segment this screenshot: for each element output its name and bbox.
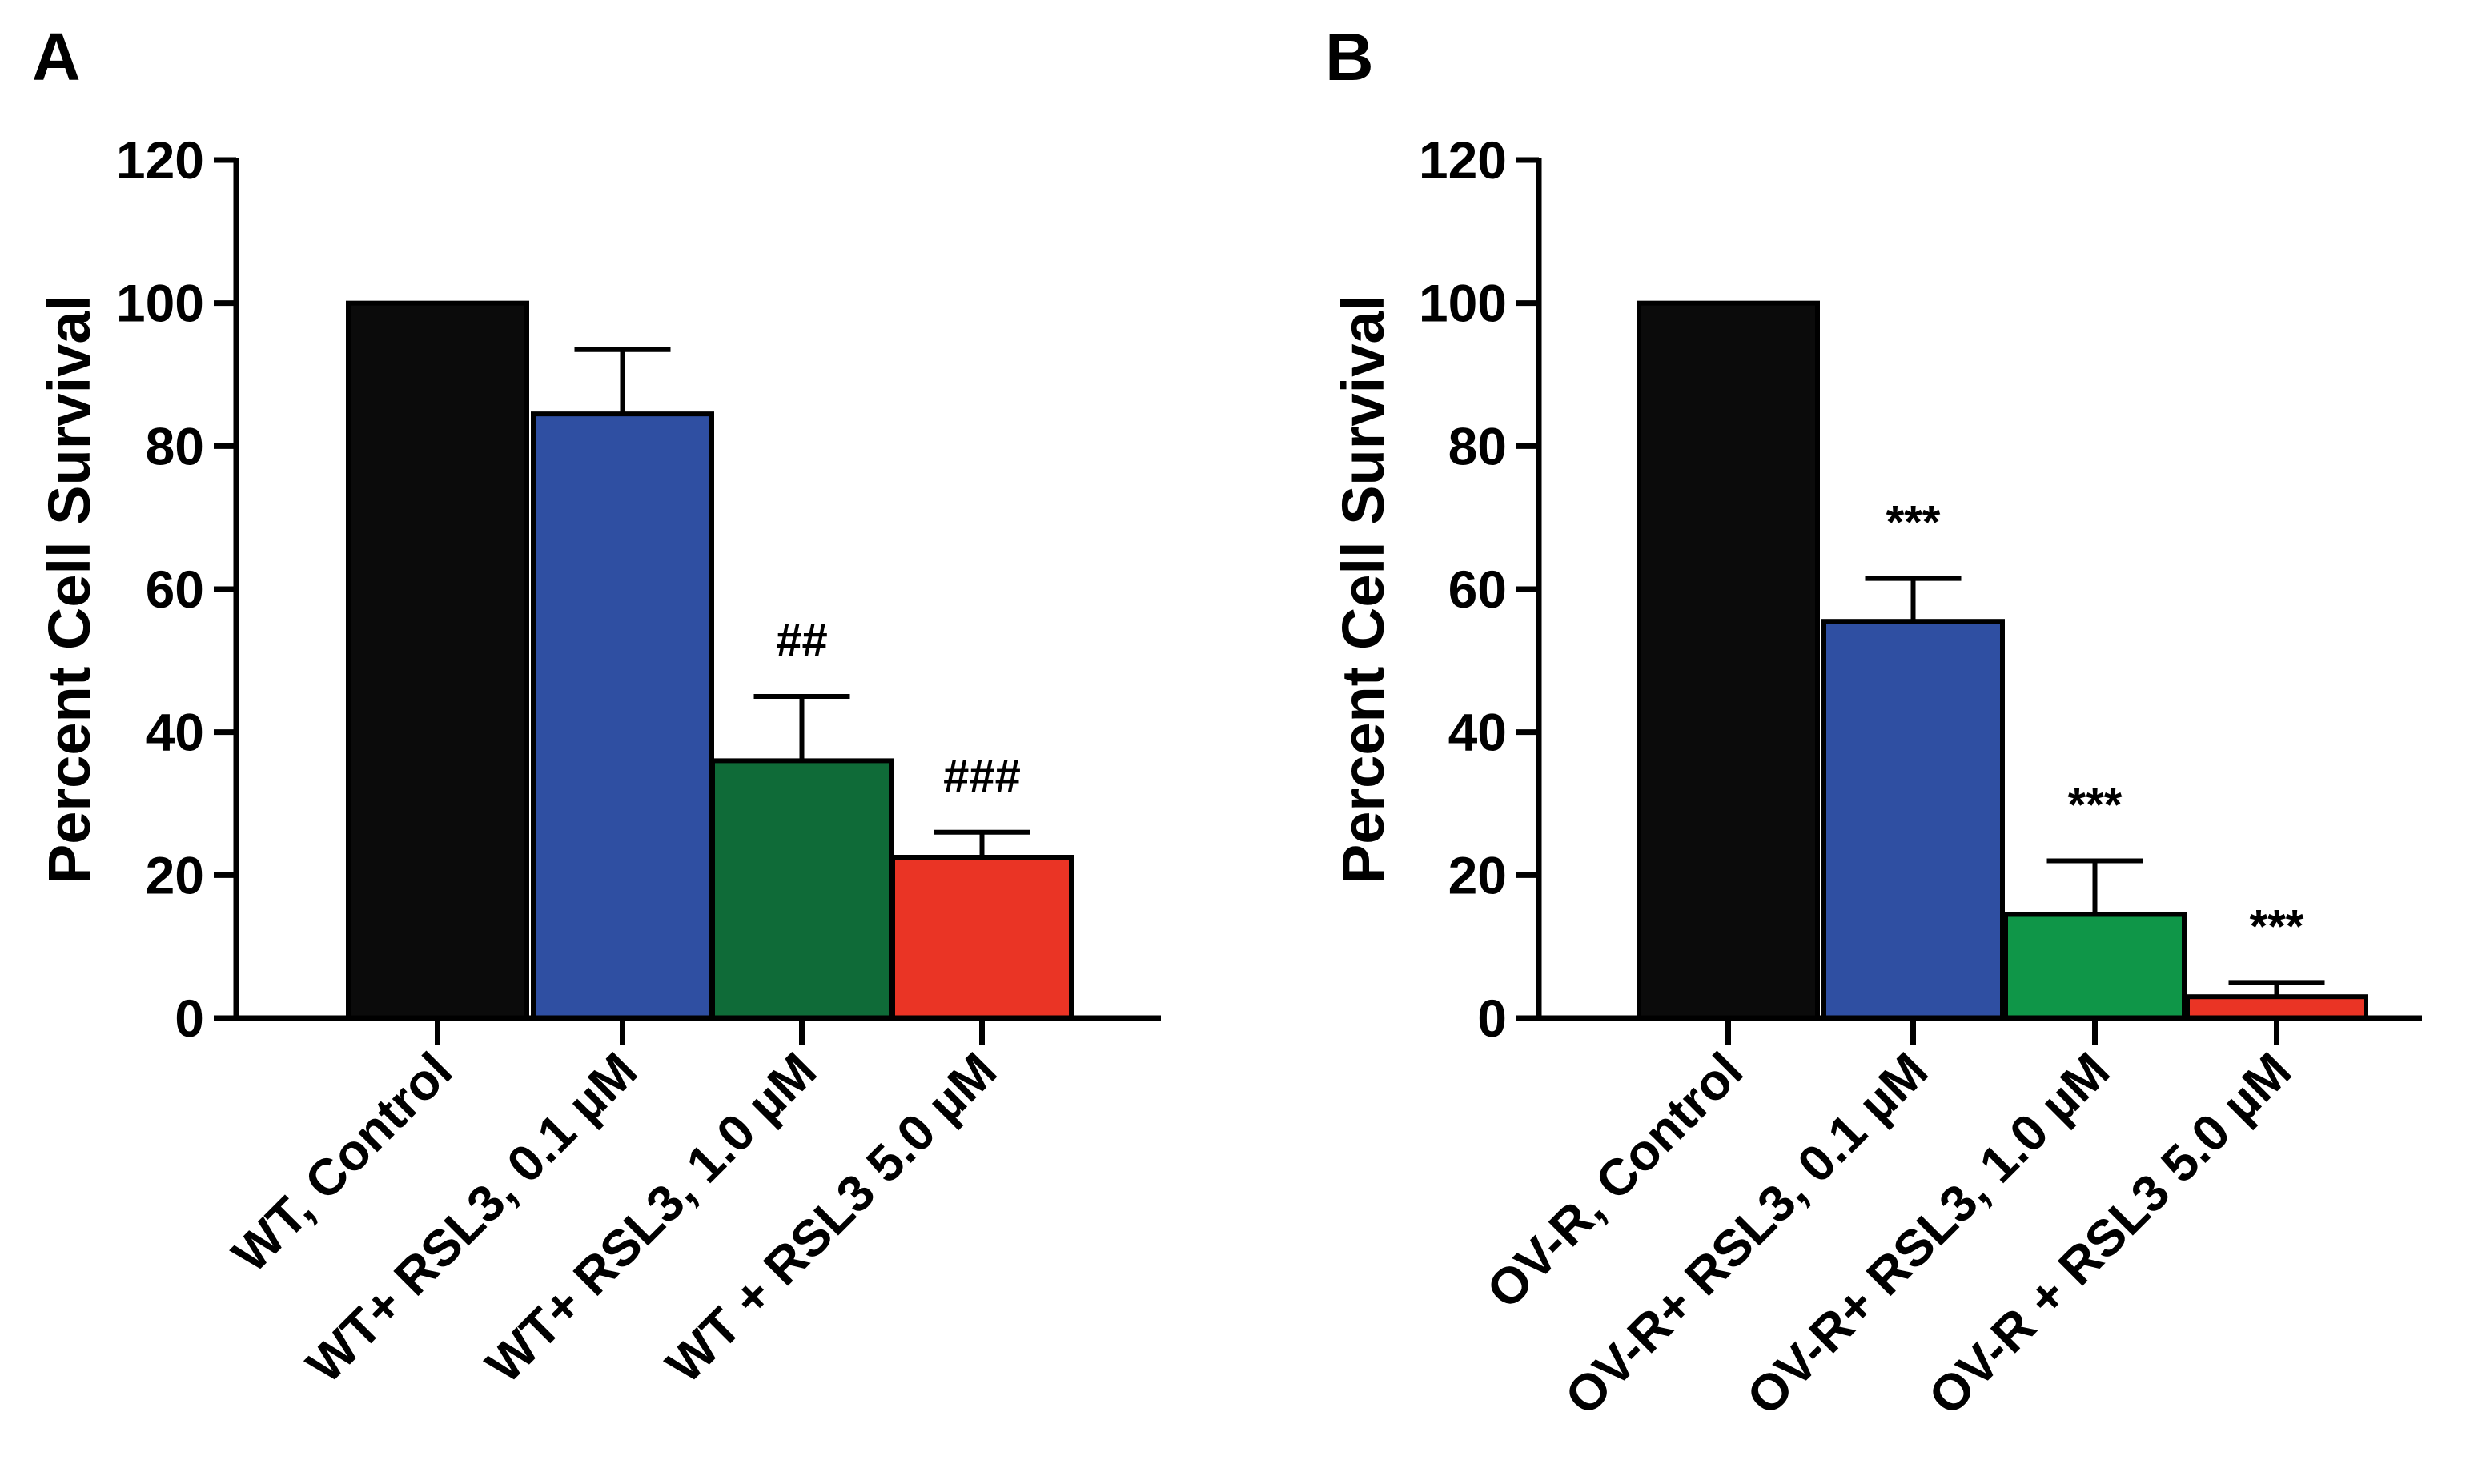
- y-tick-label: 80: [146, 416, 204, 475]
- y-tick-label: 0: [175, 989, 204, 1048]
- x-tick-label: OV-R+ RSL3, 1.0 µM: [1736, 1041, 2121, 1426]
- bar: [710, 758, 894, 1021]
- bar: [1637, 300, 1820, 1021]
- x-tick-label: WT+ RSL3, 1.0 µM: [475, 1041, 827, 1394]
- y-tick-label: 60: [146, 560, 204, 619]
- bar: [890, 855, 1074, 1021]
- significance-marker: ***: [2068, 779, 2123, 831]
- y-tick-label: 120: [1419, 130, 1507, 190]
- bar: [531, 411, 714, 1021]
- bar: [1821, 619, 2005, 1021]
- bar: [2185, 994, 2368, 1021]
- significance-marker: ##: [776, 615, 828, 667]
- y-tick-label: 120: [116, 130, 204, 190]
- y-tick-label: 20: [146, 845, 204, 904]
- panel-letter: B: [1325, 19, 1374, 94]
- significance-marker: ***: [2250, 900, 2304, 953]
- significance-marker: ***: [1886, 497, 1941, 549]
- y-tick-label: 40: [146, 703, 204, 762]
- significance-marker: ###: [943, 751, 1021, 803]
- y-tick-label: 0: [1477, 989, 1507, 1048]
- y-axis-title: Percent Cell Survival: [36, 295, 102, 884]
- panel-b: B Percent Cell Survival *** *** *** 0 20 40 60 80…: [1325, 19, 2422, 1426]
- panel-letter: A: [32, 19, 81, 94]
- bar: [346, 300, 529, 1021]
- y-tick-label: 60: [1448, 560, 1507, 619]
- y-tick-label: 20: [1448, 845, 1507, 904]
- x-tick-label: OV-R + RSL3 5.0 µM: [1918, 1041, 2303, 1426]
- y-tick-label: 80: [1448, 416, 1507, 475]
- x-tick-label: WT + RSL3 5.0 µM: [655, 1041, 1007, 1394]
- y-tick-label: 100: [116, 274, 204, 333]
- y-tick-label: 40: [1448, 703, 1507, 762]
- y-axis-title: Percent Cell Survival: [1330, 295, 1396, 884]
- x-tick-label: OV-R+ RSL3, 0.1 µM: [1554, 1041, 1939, 1426]
- x-tick-label: WT+ RSL3, 0.1 µM: [295, 1041, 648, 1394]
- bar: [2003, 912, 2187, 1021]
- y-tick-label: 100: [1419, 274, 1507, 333]
